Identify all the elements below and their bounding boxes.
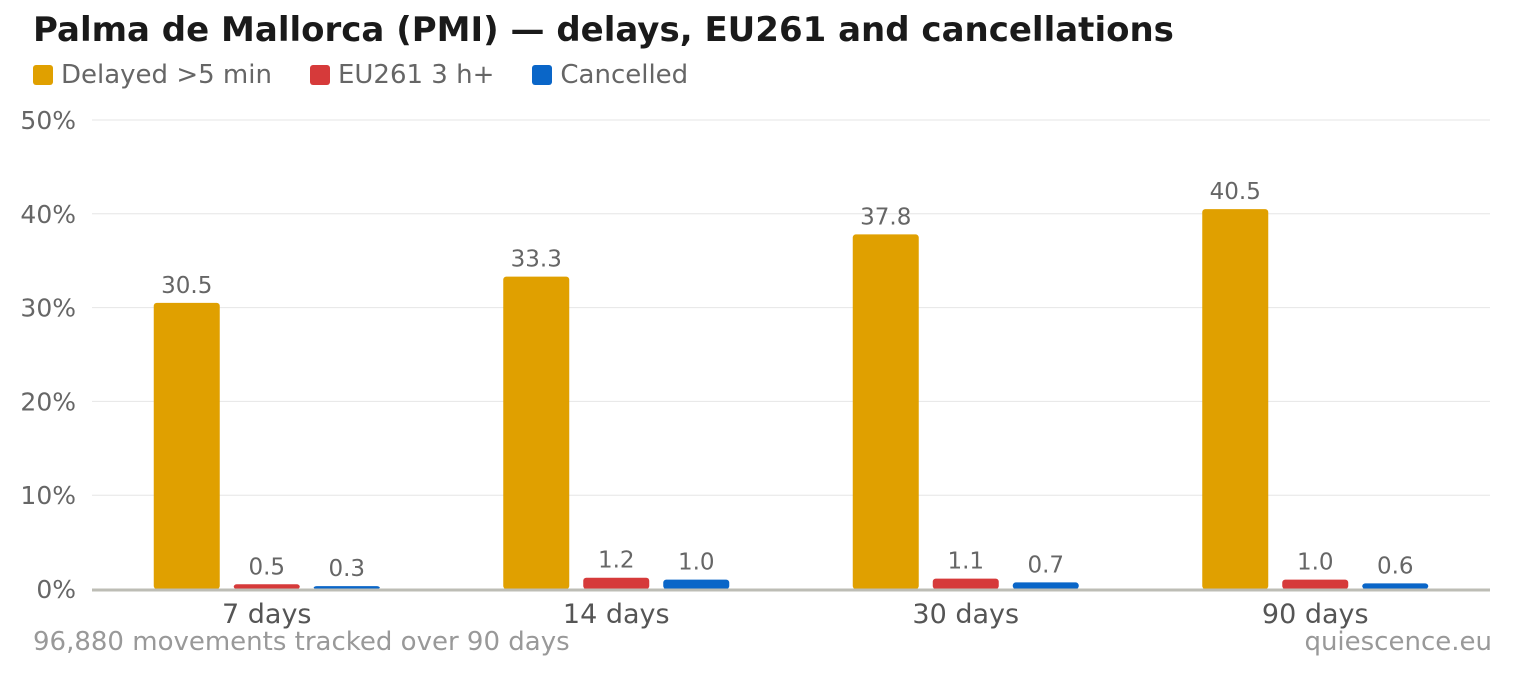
data-label: 0.5	[248, 554, 285, 580]
data-label: 1.0	[678, 550, 715, 576]
y-tick-label: 20%	[20, 387, 76, 416]
data-label: 1.1	[947, 549, 984, 575]
x-tick-label: 14 days	[563, 599, 670, 630]
legend-swatch-eu261	[309, 65, 330, 85]
bar	[153, 302, 220, 589]
data-label: 37.8	[860, 204, 911, 230]
source-credit[interactable]: quiescence.eu	[1304, 627, 1492, 657]
x-tick-label: 7 days	[222, 599, 312, 630]
bar	[1012, 582, 1079, 589]
footer-note: 96,880 movements tracked over 90 days	[33, 627, 570, 657]
y-tick-label: 50%	[20, 106, 76, 135]
legend-item-cancelled: Cancelled	[532, 60, 688, 90]
bar	[313, 586, 380, 589]
bar	[663, 579, 730, 589]
y-tick-label: 0%	[36, 575, 76, 604]
data-label: 0.6	[1377, 553, 1414, 579]
x-tick-label: 30 days	[912, 599, 1019, 630]
data-label: 0.3	[328, 556, 365, 582]
bar	[852, 234, 919, 589]
bar	[1202, 209, 1269, 590]
legend-item-delayed: Delayed >5 min	[33, 60, 272, 90]
data-label: 33.3	[511, 247, 562, 273]
data-label: 1.0	[1297, 550, 1334, 576]
legend-label-delayed: Delayed >5 min	[61, 60, 272, 90]
data-label: 30.5	[161, 273, 212, 299]
legend-item-eu261: EU261 3 h+	[309, 60, 495, 90]
bar	[1362, 583, 1429, 589]
legend: Delayed >5 min EU261 3 h+ Cancelled	[33, 60, 726, 90]
legend-label-eu261: EU261 3 h+	[337, 60, 495, 90]
legend-swatch-delayed	[33, 65, 53, 85]
y-tick-label: 40%	[20, 200, 76, 229]
legend-swatch-cancelled	[532, 65, 553, 85]
legend-label-cancelled: Cancelled	[560, 60, 689, 90]
bar	[1282, 579, 1349, 589]
bar	[233, 584, 300, 589]
bar	[583, 577, 650, 589]
bar	[932, 578, 999, 589]
x-tick-label: 90 days	[1262, 599, 1369, 630]
y-tick-label: 30%	[20, 294, 76, 323]
data-label: 1.2	[598, 548, 635, 574]
data-label: 0.7	[1027, 552, 1064, 578]
y-tick-label: 10%	[20, 481, 76, 510]
bar	[503, 276, 570, 589]
chart-title: Palma de Mallorca (PMI) — delays, EU261 …	[33, 10, 1174, 50]
data-label: 40.5	[1210, 179, 1261, 205]
